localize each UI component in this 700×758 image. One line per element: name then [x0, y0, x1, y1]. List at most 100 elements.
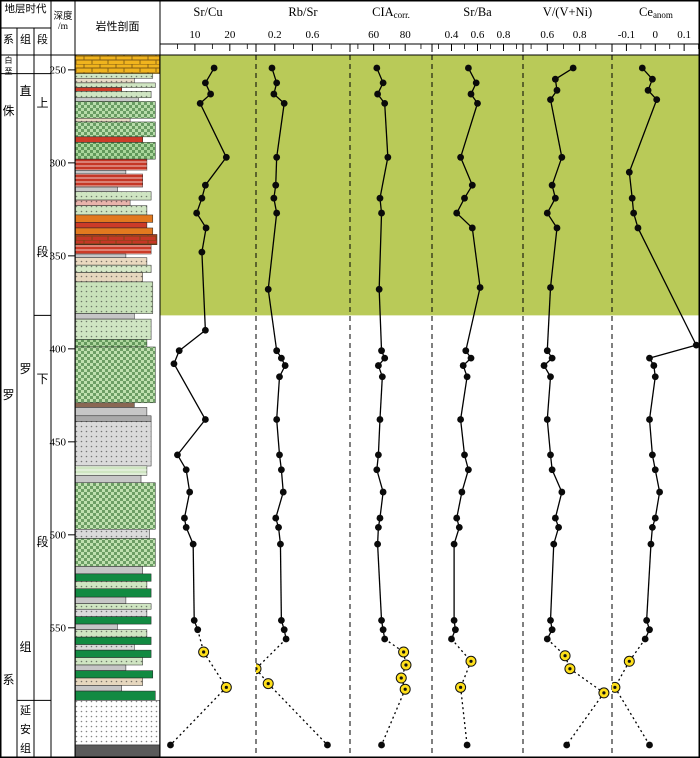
- series-line-dotted: [203, 651, 227, 688]
- data-point: [201, 416, 209, 423]
- data-point: [376, 194, 384, 202]
- data-point: [641, 635, 649, 643]
- series-line: [280, 469, 284, 493]
- data-point: [553, 86, 561, 94]
- strata-label-char: 系: [2, 672, 15, 687]
- data-point: [468, 224, 476, 232]
- lith-pattern: [75, 191, 152, 201]
- data-point: [189, 540, 197, 548]
- lith-segment: [75, 253, 127, 258]
- series-line: [456, 212, 473, 229]
- series-line: [628, 99, 658, 173]
- series-line-dotted: [256, 638, 287, 670]
- lith-segment: [75, 227, 154, 235]
- lith-segment: [75, 415, 152, 422]
- data-point: [210, 64, 218, 72]
- data-point: [648, 451, 656, 459]
- data-point: [270, 194, 278, 202]
- series-line-dotted: [459, 687, 468, 746]
- data-point: [190, 616, 198, 624]
- lith-pattern: [75, 482, 156, 530]
- strata-label-char: 白: [4, 56, 13, 65]
- data-point: [374, 90, 381, 98]
- lith-segment: [75, 685, 122, 692]
- series-line: [276, 419, 281, 455]
- data-point: [468, 181, 476, 189]
- depth-tick-label: 500: [50, 529, 67, 541]
- lith-pattern: [75, 73, 153, 79]
- axis-tick-label: 0.6: [540, 29, 554, 41]
- series-line: [279, 544, 283, 621]
- lith-pattern: [75, 55, 160, 74]
- series-line: [201, 227, 207, 253]
- lith-segment: [75, 596, 127, 604]
- data-point: [646, 741, 653, 749]
- data-point: [273, 209, 281, 217]
- data-point: [457, 416, 464, 423]
- data-point: [374, 540, 381, 548]
- data-point: [374, 451, 382, 459]
- data-point-highlight: [256, 663, 262, 675]
- series-line: [551, 157, 563, 186]
- data-point: [277, 354, 285, 362]
- data-point: [272, 181, 280, 189]
- data-point: [465, 64, 472, 72]
- series-line: [654, 491, 661, 519]
- data-point: [553, 224, 561, 232]
- data-point: [324, 741, 331, 749]
- strata-label-char: 下: [36, 372, 49, 387]
- lith-pattern: [75, 339, 147, 347]
- data-point-highlight-center: [627, 659, 631, 663]
- lith-segment: [75, 402, 135, 408]
- data-point: [551, 75, 559, 83]
- axis-tick-label: 0.8: [573, 29, 587, 41]
- data-point: [558, 153, 566, 161]
- data-point: [376, 514, 384, 522]
- data-point: [543, 635, 551, 643]
- series-line: [183, 491, 191, 519]
- data-point: [450, 540, 458, 548]
- data-point: [630, 209, 638, 217]
- panel-title: V/(V+Ni): [543, 5, 592, 19]
- data-point: [653, 96, 661, 104]
- lithology-column-header: 岩性剖面: [95, 21, 140, 33]
- series-line-dotted: [614, 686, 651, 746]
- data-point-highlight-center: [459, 685, 463, 689]
- series-line: [379, 491, 384, 519]
- data-point-highlight-center: [256, 667, 258, 671]
- data-point-highlight-center: [266, 682, 270, 686]
- depth-tick-label: 550: [50, 622, 67, 634]
- data-point: [384, 153, 392, 161]
- data-point: [692, 341, 700, 349]
- data-point: [646, 626, 653, 634]
- data-point: [648, 523, 656, 531]
- data-point: [182, 466, 190, 474]
- data-point-highlight-center: [404, 663, 408, 667]
- lith-pattern: [75, 78, 135, 83]
- series-line: [185, 469, 191, 493]
- data-point: [373, 466, 381, 474]
- series-line: [376, 469, 384, 493]
- data-point: [170, 360, 178, 368]
- depth-header-unit: /m: [57, 22, 69, 33]
- data-point-highlight-center: [563, 654, 567, 658]
- strata-label-char: 段: [36, 535, 49, 550]
- depth-header-text: 深度: [53, 12, 73, 22]
- data-point: [547, 96, 554, 104]
- data-point: [175, 347, 183, 355]
- data-point: [273, 347, 281, 355]
- depth-tick-label: 450: [50, 436, 67, 448]
- data-point: [548, 626, 556, 634]
- data-point: [625, 168, 633, 176]
- lith-segment: [75, 475, 142, 484]
- data-point: [193, 209, 201, 217]
- data-point: [551, 514, 559, 522]
- axis-tick-label: 0.6: [471, 29, 485, 41]
- lith-pattern: [75, 205, 147, 215]
- data-point: [558, 488, 566, 496]
- series-line: [654, 469, 661, 493]
- lith-segment: [75, 670, 154, 679]
- strata-label-char: 侏: [2, 103, 15, 118]
- data-point: [547, 284, 554, 291]
- series-v-vni: [540, 64, 610, 749]
